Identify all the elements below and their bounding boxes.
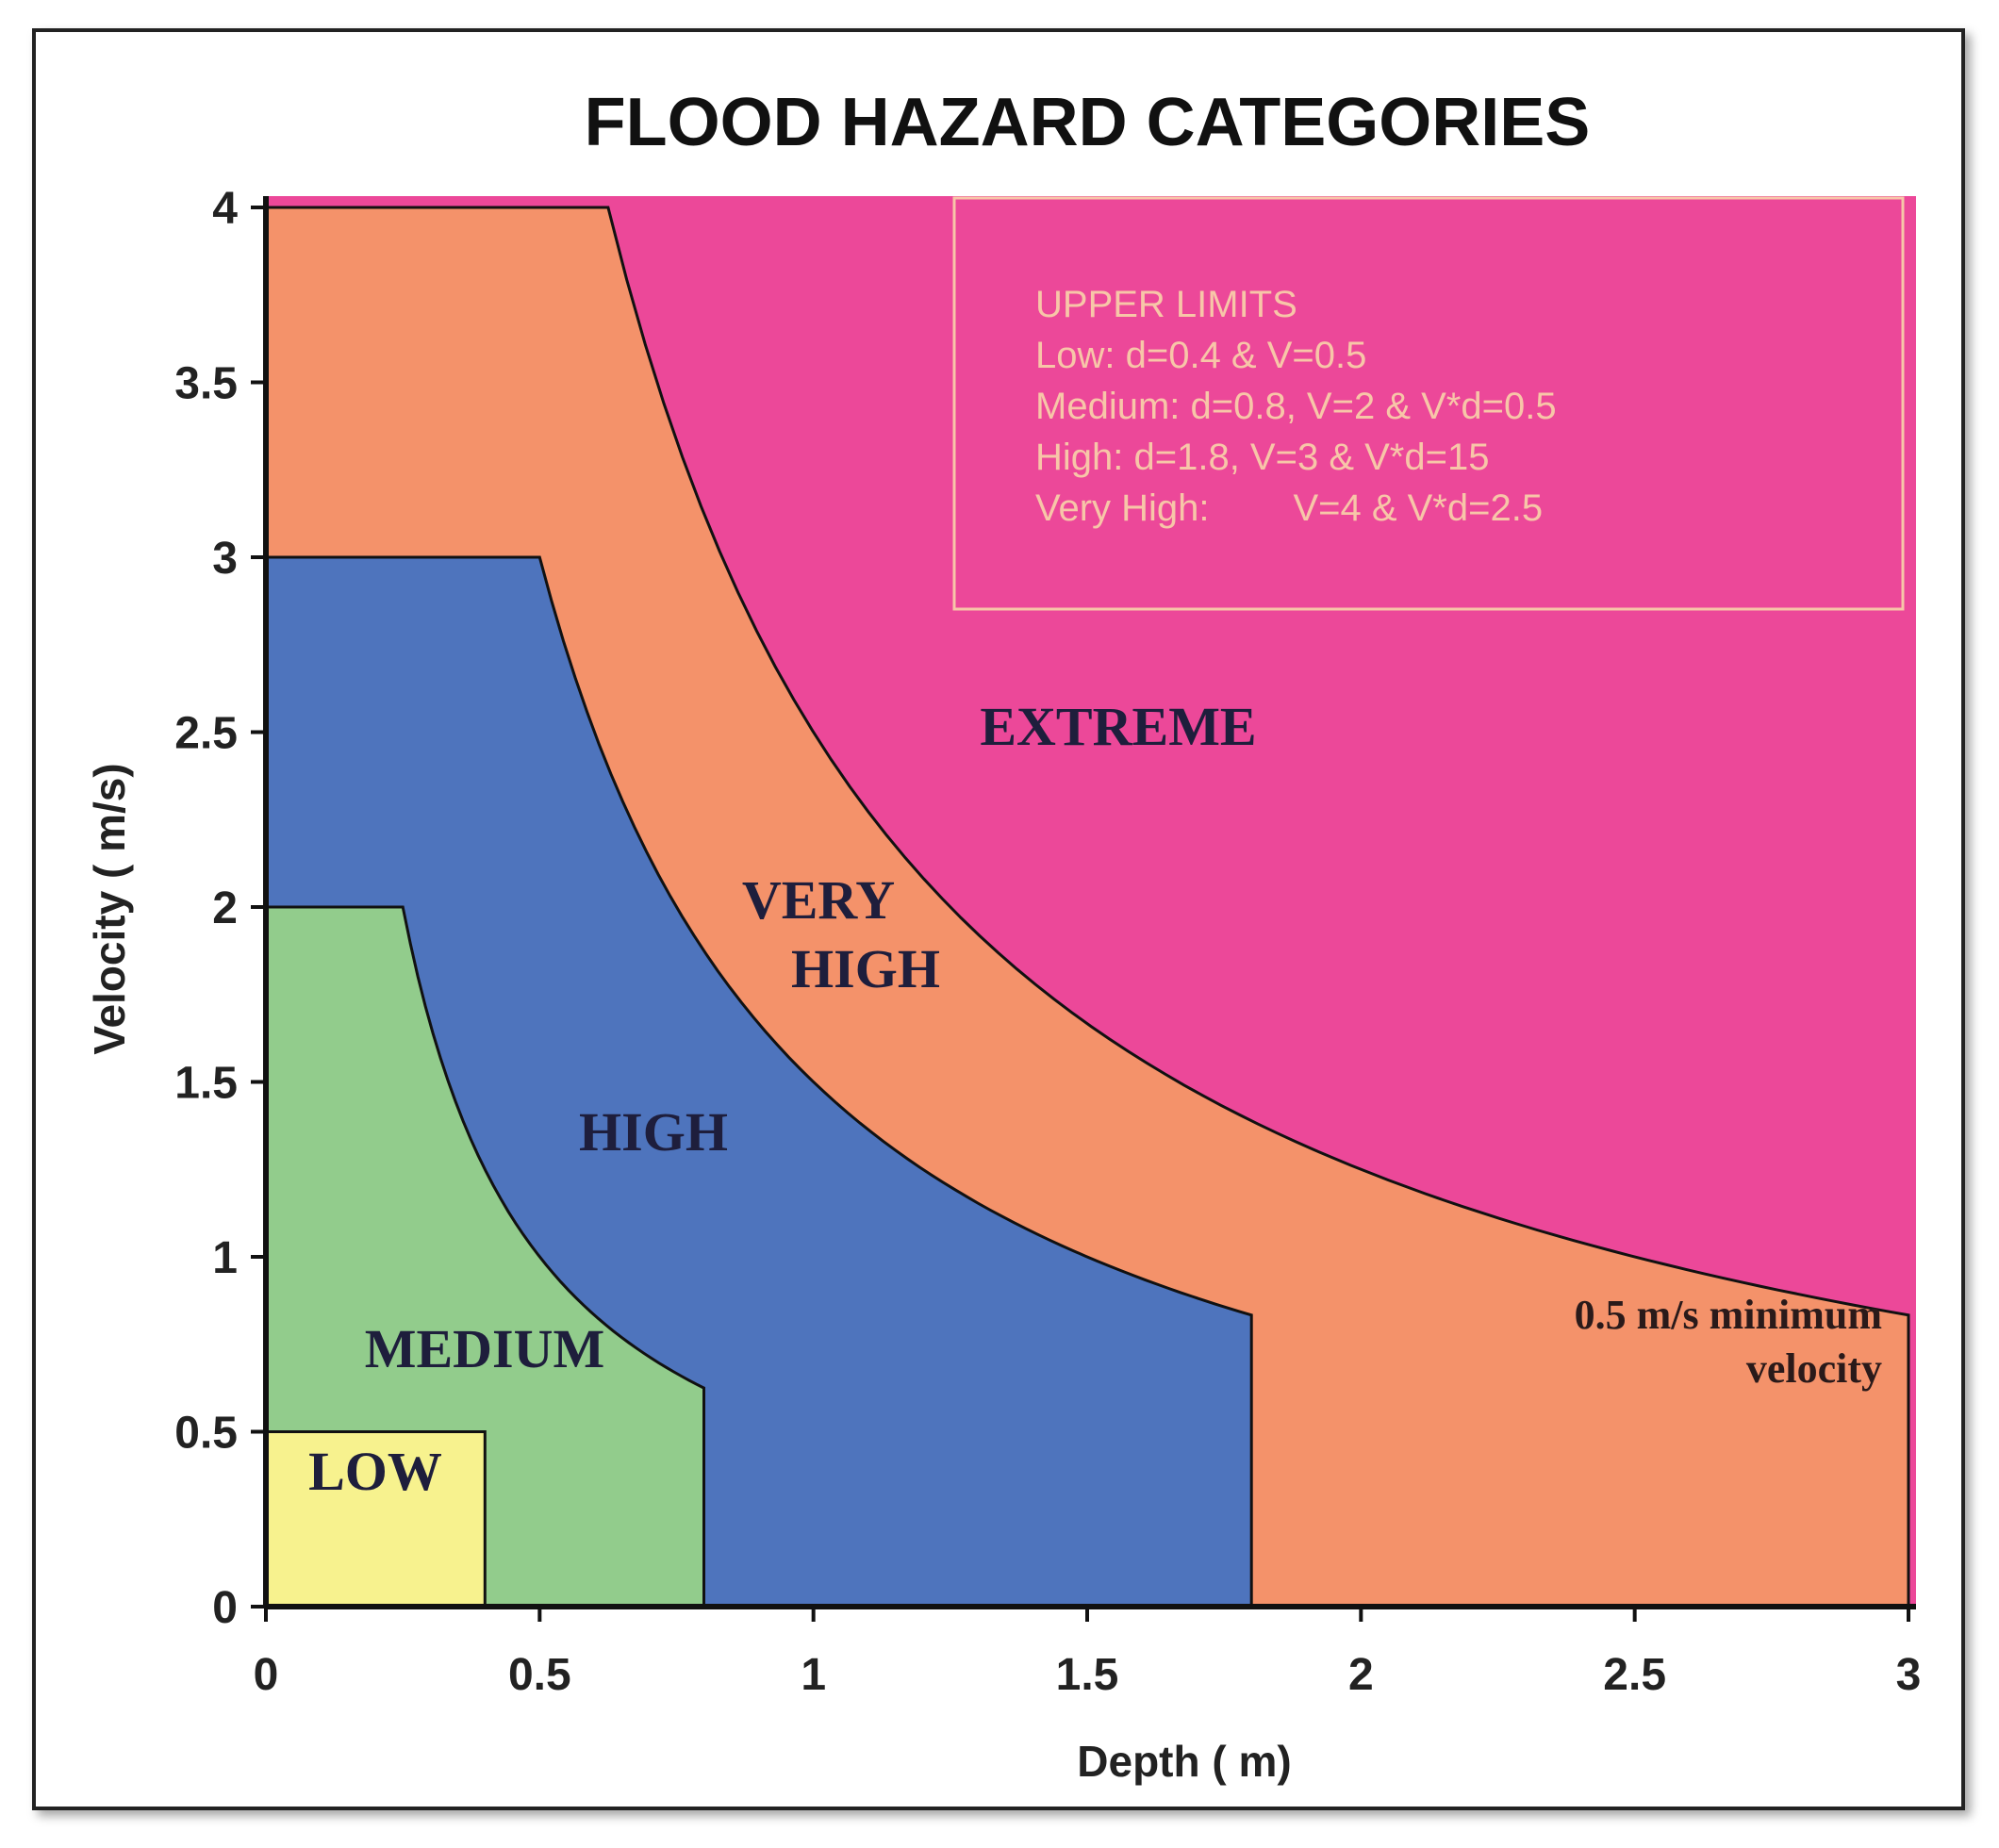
x-tick-label: 2.5 bbox=[1603, 1650, 1666, 1700]
upper-limits-line: High: d=1.8, V=3 & V*d=15 bbox=[1035, 437, 1489, 478]
y-tick-label: 2 bbox=[212, 883, 238, 933]
upper-limits-heading: UPPER LIMITS bbox=[1035, 284, 1297, 325]
y-axis-ticks: 0 0.5 1 1.5 2 2.5 3 3.5 4 bbox=[174, 184, 266, 1633]
upper-limits-border bbox=[952, 196, 1905, 611]
chart-title: FLOOD HAZARD CATEGORIES bbox=[585, 85, 1591, 160]
plot-area bbox=[264, 196, 1916, 1609]
annotation-line1: 0.5 m/s minimum bbox=[1575, 1292, 1882, 1338]
x-axis-title: Depth ( m) bbox=[1077, 1737, 1291, 1786]
x-tick-label: 1.5 bbox=[1056, 1650, 1119, 1700]
y-tick-label: 3.5 bbox=[174, 359, 238, 409]
x-axis-ticks: 0 0.5 1 1.5 2 2.5 3 bbox=[254, 1607, 1922, 1700]
flood-hazard-chart: FLOOD HAZARD CATEGORIES UPPER LIMITS Low… bbox=[85, 85, 1922, 1786]
label-medium: MEDIUM bbox=[365, 1318, 605, 1379]
upper-limits-line: Very High: V=4 & V*d=2.5 bbox=[1035, 487, 1543, 529]
y-tick-label: 2.5 bbox=[174, 709, 238, 759]
y-tick-label: 0.5 bbox=[174, 1409, 238, 1459]
y-tick-label: 1 bbox=[212, 1233, 238, 1283]
annotation-line2: velocity bbox=[1746, 1345, 1882, 1392]
upper-limits-box: UPPER LIMITS Low: d=0.4 & V=0.5 Medium: … bbox=[952, 196, 1905, 611]
label-extreme: EXTREME bbox=[980, 696, 1256, 757]
y-tick-label: 4 bbox=[212, 184, 238, 234]
y-tick-label: 1.5 bbox=[174, 1059, 238, 1109]
x-tick-label: 0 bbox=[254, 1650, 279, 1700]
y-tick-label: 0 bbox=[212, 1583, 238, 1633]
upper-limits-line: Medium: d=0.8, V=2 & V*d=0.5 bbox=[1035, 386, 1557, 427]
chart-frame: FLOOD HAZARD CATEGORIES UPPER LIMITS Low… bbox=[32, 28, 1965, 1810]
label-low: LOW bbox=[308, 1441, 442, 1502]
x-tick-label: 2 bbox=[1348, 1650, 1374, 1700]
y-axis-title: Velocity ( m/s) bbox=[85, 763, 134, 1054]
x-tick-label: 0.5 bbox=[508, 1650, 571, 1700]
x-tick-label: 1 bbox=[801, 1650, 826, 1700]
upper-limits-line: Low: d=0.4 & V=0.5 bbox=[1035, 335, 1366, 376]
label-very-high-line2: HIGH bbox=[791, 938, 940, 999]
x-tick-label: 3 bbox=[1896, 1650, 1922, 1700]
label-high: HIGH bbox=[579, 1101, 728, 1163]
label-very-high-line1: VERY bbox=[742, 869, 895, 931]
y-tick-label: 3 bbox=[212, 534, 238, 584]
